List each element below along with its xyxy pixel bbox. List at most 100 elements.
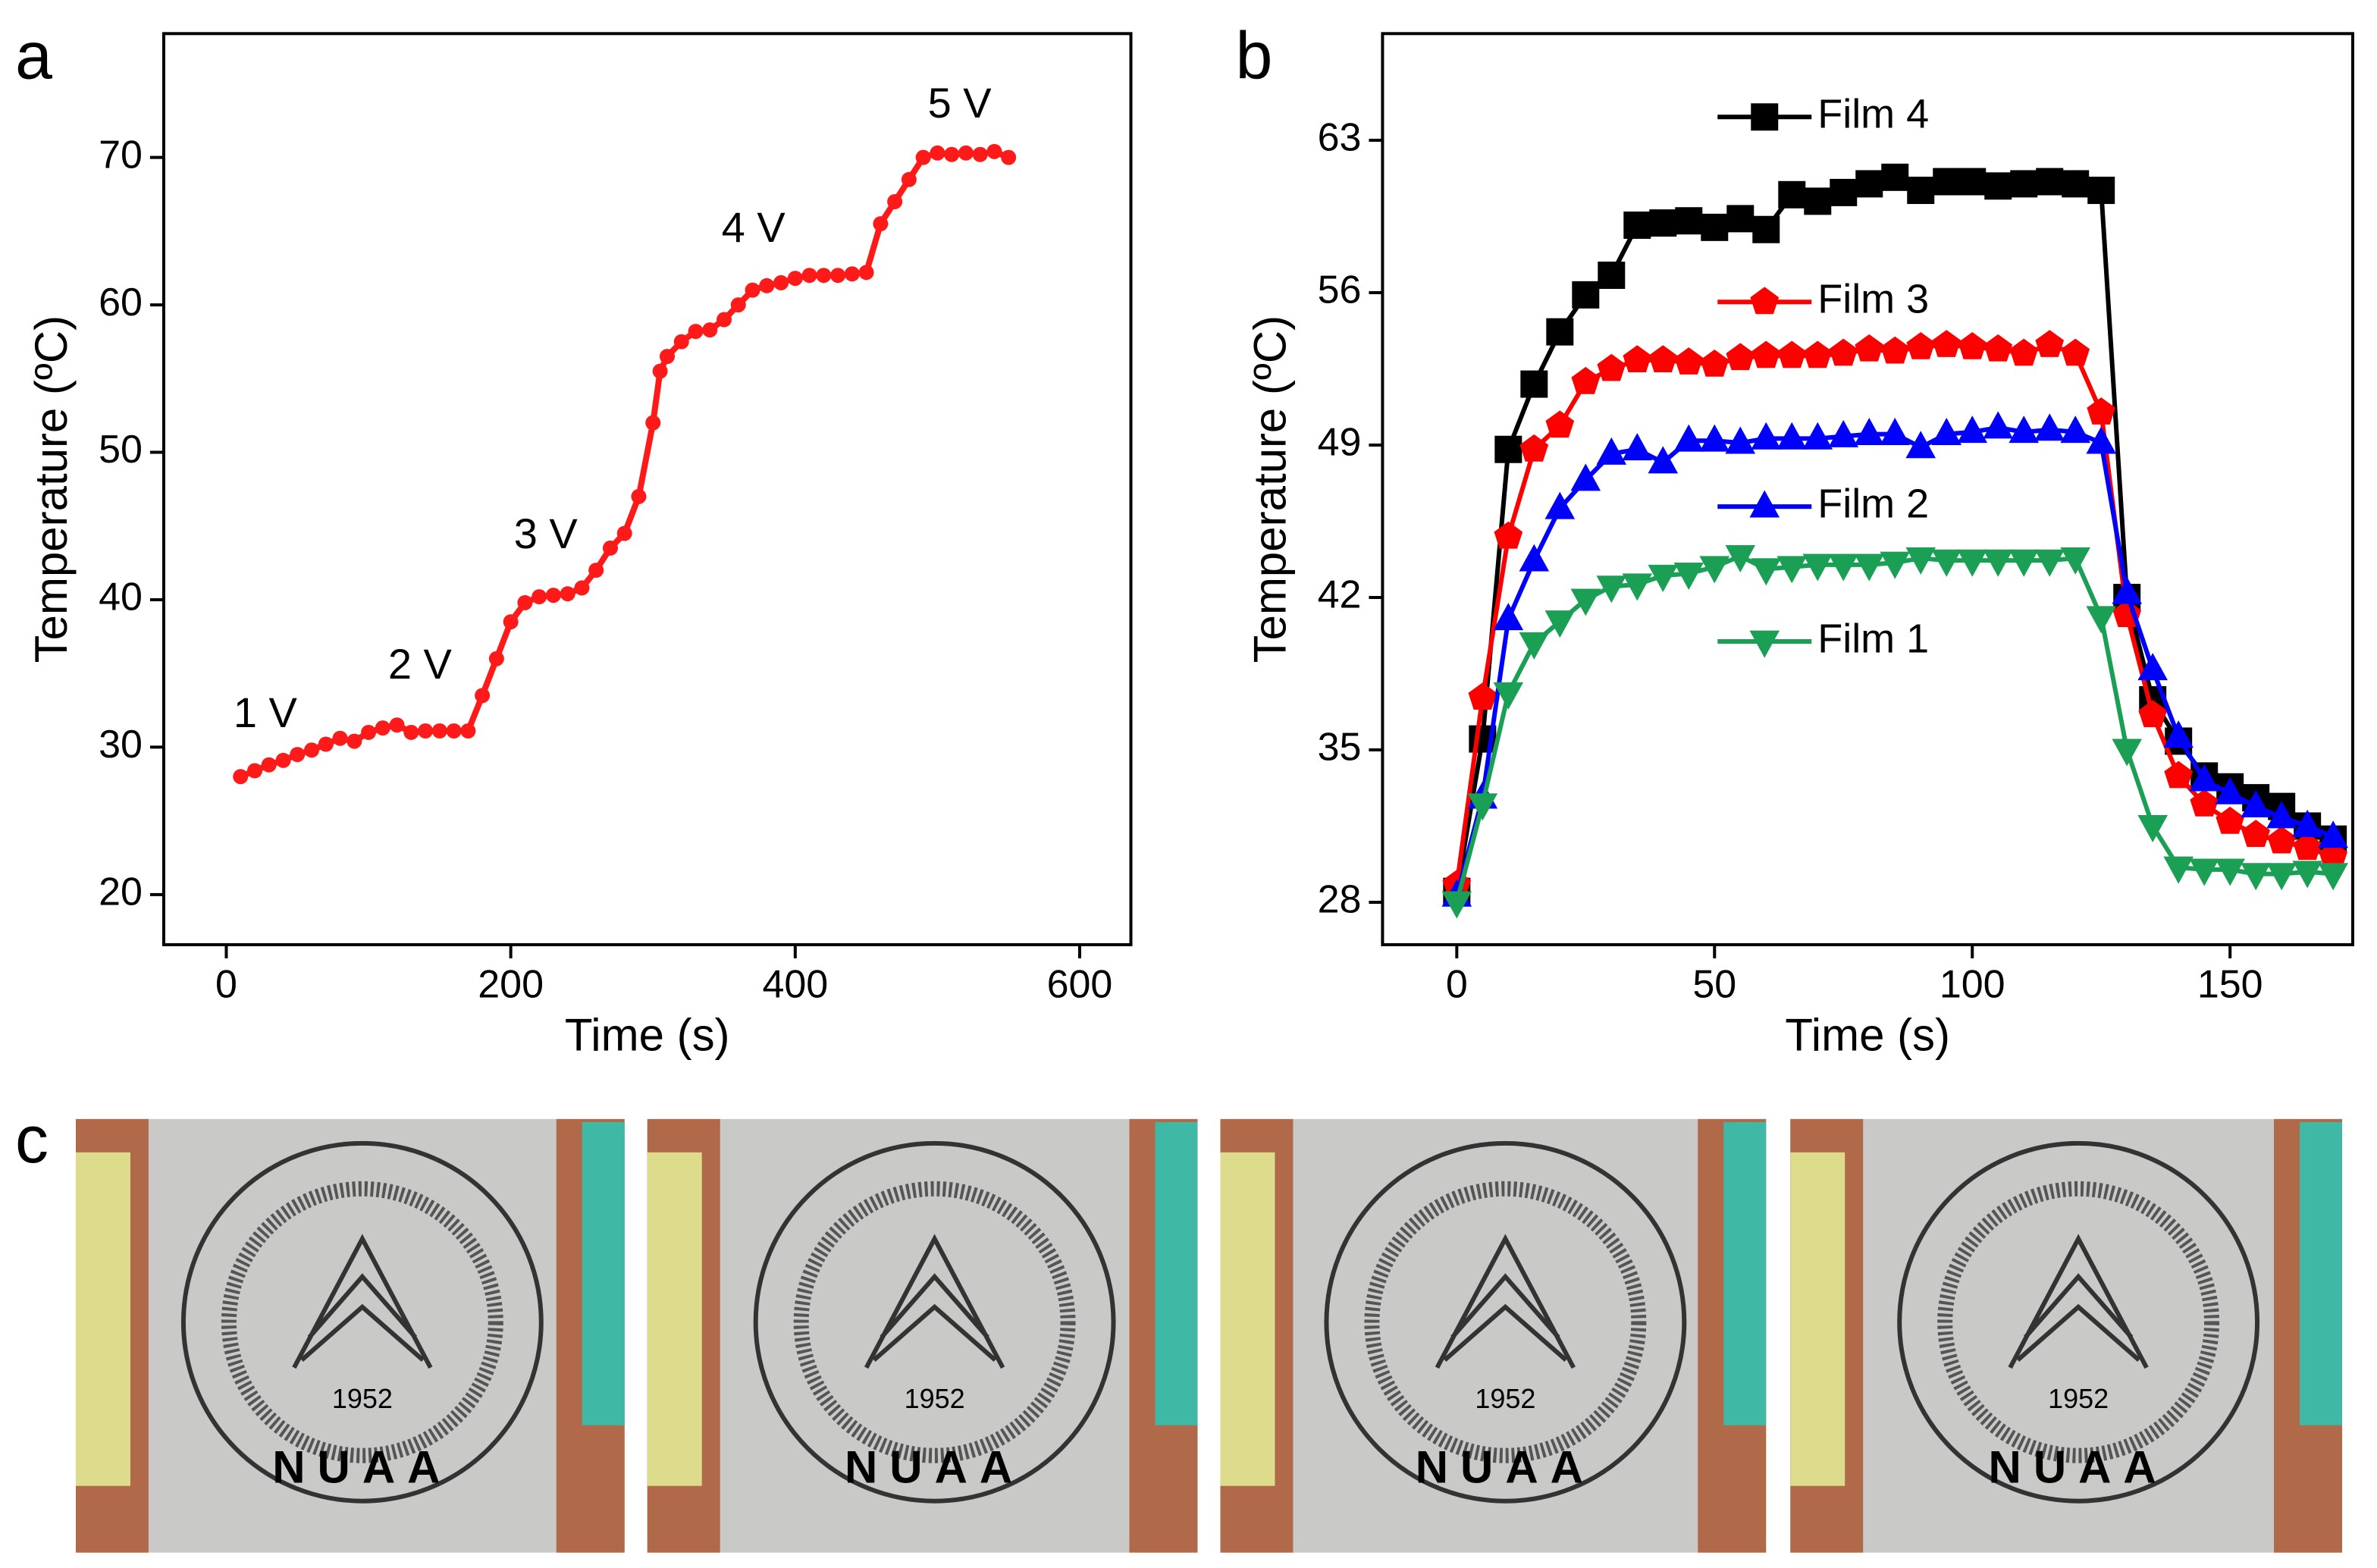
marker xyxy=(1519,544,1550,572)
clip xyxy=(1723,1121,1767,1425)
marker xyxy=(560,586,575,602)
photo-bg xyxy=(1220,1118,1767,1553)
marker xyxy=(446,723,462,739)
marker xyxy=(1983,334,2013,362)
annotation: 3 V xyxy=(514,510,579,557)
marker xyxy=(2216,806,2245,834)
marker xyxy=(1571,366,1601,394)
marker xyxy=(1830,178,1858,206)
marker xyxy=(2112,576,2143,604)
legend-label: Film 4 xyxy=(1817,92,1929,137)
marker xyxy=(1931,418,1962,446)
marker xyxy=(1675,207,1703,235)
marker xyxy=(1673,562,1704,590)
marker xyxy=(1829,338,1858,366)
marker xyxy=(1493,682,1524,710)
marker xyxy=(1648,446,1679,474)
marker xyxy=(1957,549,1988,577)
marker xyxy=(1932,330,1961,357)
marker xyxy=(1854,418,1885,446)
marker xyxy=(1726,343,1755,371)
marker xyxy=(1674,347,1704,375)
logo-ring xyxy=(1364,1181,1647,1463)
marker xyxy=(2137,815,2168,843)
logo-text: NUAA xyxy=(1989,1442,2168,1493)
marker xyxy=(503,614,519,630)
marker xyxy=(801,268,817,284)
marker xyxy=(1519,434,1549,462)
annotation: 5 V xyxy=(928,79,993,127)
logo-text: NUAA xyxy=(272,1442,452,1493)
marker xyxy=(1494,435,1522,463)
marker xyxy=(830,268,846,284)
marker xyxy=(1881,163,1909,191)
x-tick-label: 400 xyxy=(762,963,828,1007)
panel-label: a xyxy=(15,18,52,93)
marker xyxy=(1776,556,1808,584)
marker xyxy=(261,757,277,773)
marker xyxy=(2137,653,2168,681)
marker xyxy=(1751,340,1781,368)
marker xyxy=(1596,575,1627,604)
marker xyxy=(1699,424,1730,452)
marker xyxy=(2266,863,2297,891)
marker xyxy=(1725,545,1756,573)
marker xyxy=(2138,700,2168,728)
marker xyxy=(488,651,504,666)
marker xyxy=(745,282,760,298)
y-tick-label: 49 xyxy=(1318,421,1362,465)
logo-year: 1952 xyxy=(332,1383,393,1414)
marker xyxy=(673,334,689,350)
marker xyxy=(2190,789,2219,817)
marker xyxy=(1803,340,1833,368)
marker xyxy=(1622,573,1653,601)
marker xyxy=(1648,345,1678,373)
marker xyxy=(1749,630,1780,658)
y-tick-label: 42 xyxy=(1318,573,1362,617)
marker xyxy=(2036,168,2064,196)
marker xyxy=(645,415,661,431)
marker xyxy=(375,720,390,736)
x-tick-label: 50 xyxy=(1692,963,1736,1007)
series-line xyxy=(239,148,1010,779)
marker xyxy=(1855,334,1884,362)
marker xyxy=(2215,858,2245,886)
marker xyxy=(431,723,447,739)
marker xyxy=(1597,353,1626,381)
logo-ring xyxy=(221,1181,503,1463)
marker xyxy=(1468,682,1497,710)
marker xyxy=(616,525,632,541)
logo-ring xyxy=(180,1140,544,1504)
marker xyxy=(1494,521,1523,549)
marker xyxy=(1570,463,1601,491)
panel-label: c xyxy=(15,1102,49,1177)
marker xyxy=(759,278,775,293)
marker xyxy=(2319,841,2347,869)
marker xyxy=(347,733,362,749)
legend-label: Film 3 xyxy=(1817,276,1929,321)
marker xyxy=(1751,558,1782,586)
x-axis-title: Time (s) xyxy=(1785,1010,1950,1061)
panel-label: b xyxy=(1235,18,1272,93)
marker xyxy=(1905,547,1936,575)
marker xyxy=(1572,281,1600,309)
marker xyxy=(631,488,647,504)
marker xyxy=(602,540,618,556)
marker xyxy=(2292,809,2322,837)
marker xyxy=(2086,606,2117,634)
photo-bg xyxy=(647,1118,1198,1553)
legend-label: Film 1 xyxy=(1817,616,1929,661)
marker xyxy=(816,268,832,284)
marker xyxy=(873,216,889,232)
marker xyxy=(2163,856,2194,884)
marker xyxy=(1958,331,1987,359)
y-tick-label: 30 xyxy=(99,723,143,767)
marker xyxy=(787,271,803,287)
clip xyxy=(1155,1121,1198,1425)
logo-year: 1952 xyxy=(2048,1383,2109,1414)
marker xyxy=(2293,833,2322,861)
photo: 1952 NUAA xyxy=(75,1118,625,1553)
marker xyxy=(1467,793,1498,821)
logo-year: 1952 xyxy=(905,1383,965,1414)
marker xyxy=(1699,556,1730,584)
